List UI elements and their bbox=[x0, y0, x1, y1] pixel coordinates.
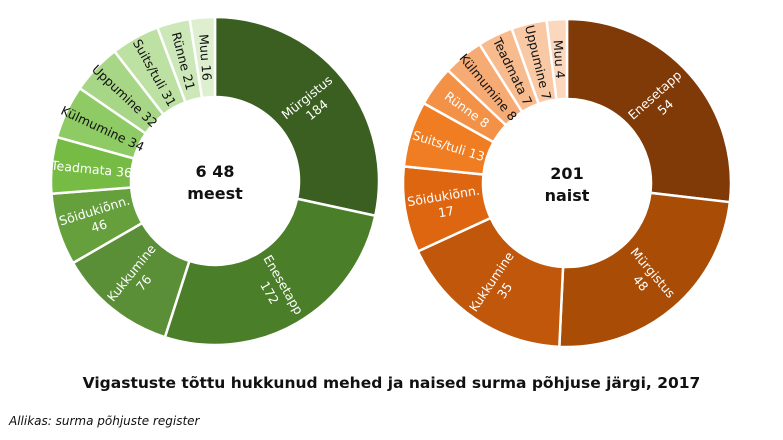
center-label: naist bbox=[545, 186, 590, 205]
center-total: 201 bbox=[550, 164, 583, 183]
center-total: 6 48 bbox=[196, 162, 235, 181]
chart-title: Vigastuste tõttu hukkunud mehed ja naise… bbox=[82, 374, 701, 392]
slice-label: Muu 4 bbox=[551, 40, 568, 79]
slice-enesetapp bbox=[565, 17, 733, 204]
donut-charts: Mürgistus184Enesetapp172Kukkumine76Sõidu… bbox=[50, 15, 733, 349]
slice-label: Muu 16 bbox=[196, 34, 215, 82]
slice-enesetapp bbox=[163, 197, 377, 347]
slice-muu bbox=[545, 17, 569, 102]
donut-men: Mürgistus184Enesetapp172Kukkumine76Sõidu… bbox=[50, 15, 381, 347]
slice-muu bbox=[188, 15, 217, 100]
slice-mürgistus bbox=[213, 15, 381, 218]
donut-women: Enesetapp54Mürgistus48Kukkumine35Sõiduki… bbox=[401, 17, 733, 349]
center-label: meest bbox=[187, 184, 243, 203]
slice-mürgistus bbox=[558, 191, 732, 349]
source-note: Allikas: surma põhjuste register bbox=[9, 414, 200, 428]
